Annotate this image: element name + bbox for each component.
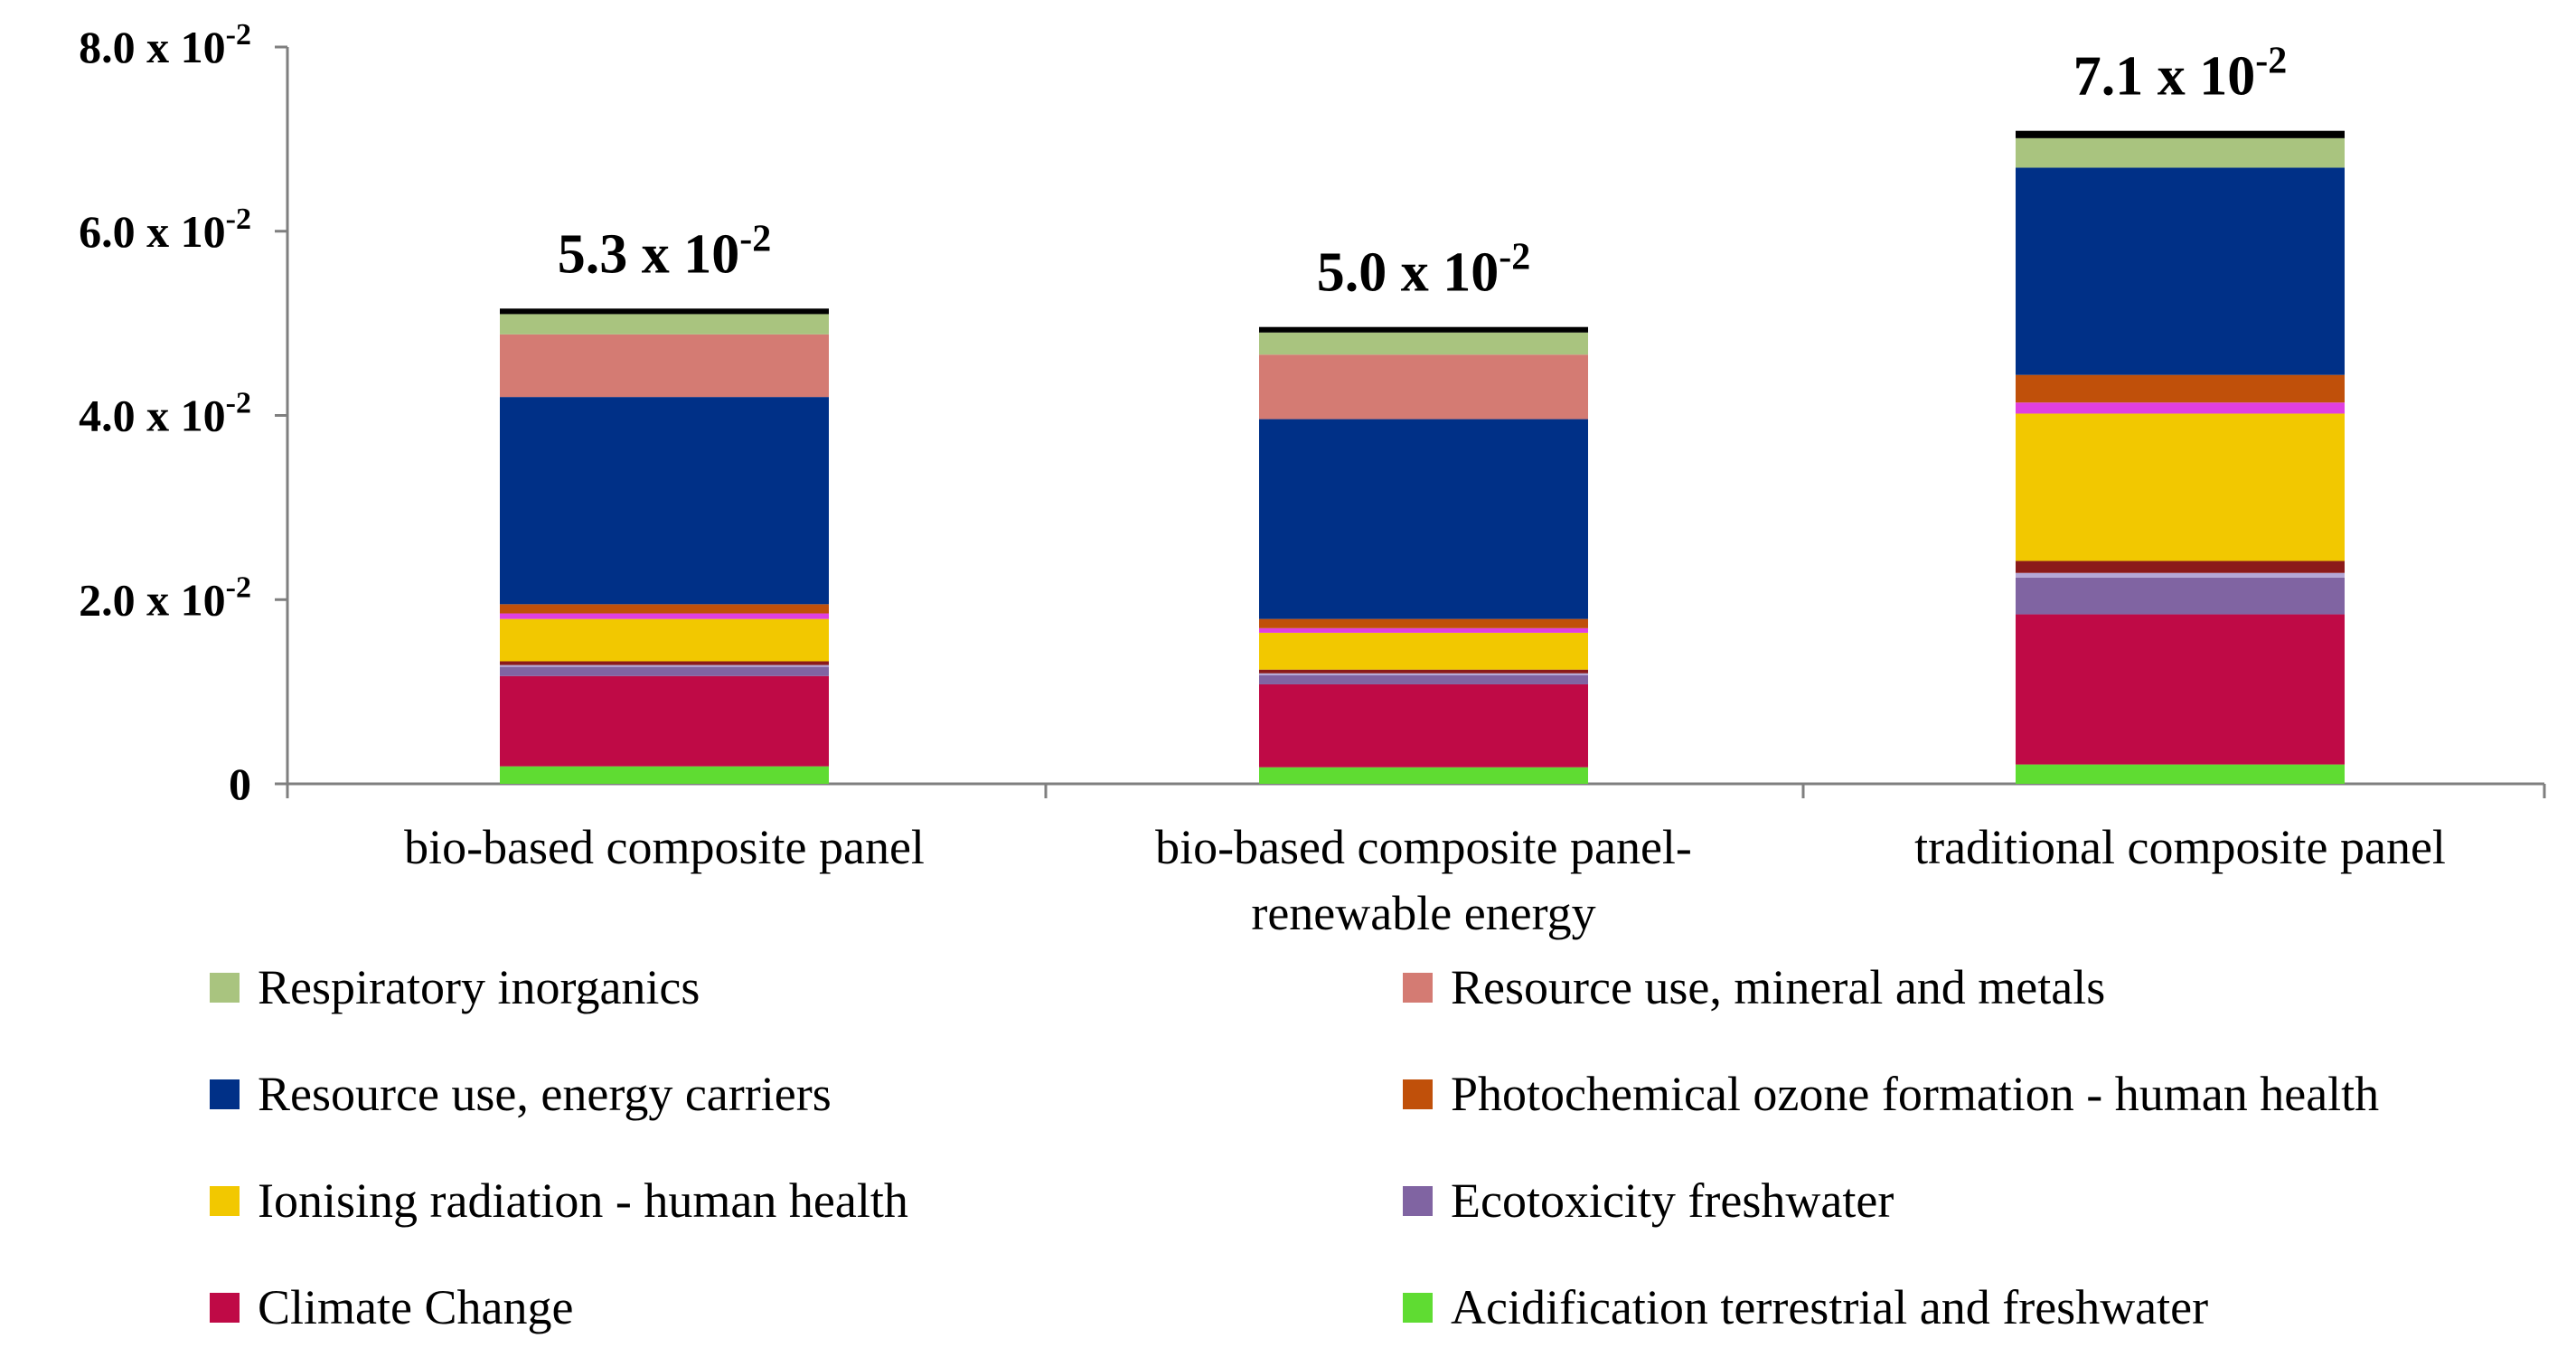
bar-segment: [1259, 674, 1588, 684]
bar-total-label: 7.1 x 10-2: [2073, 41, 2288, 108]
bar-segment: [2016, 413, 2345, 561]
legend-label: Ecotoxicity freshwater: [1451, 1173, 1894, 1228]
bar-segment: [1259, 683, 1588, 768]
bar-segment: [500, 604, 829, 614]
legend-label: Acidification terrestrial and freshwater: [1451, 1280, 2209, 1334]
legend: Respiratory inorganics Resource use, mine…: [210, 960, 2560, 1340]
bar-segment: [2016, 764, 2345, 784]
bar-segment: [2016, 577, 2345, 615]
y-tick-label: 0: [229, 759, 251, 809]
bar-segment: [500, 664, 829, 667]
legend-label: Resource use, energy carriers: [258, 1067, 832, 1121]
bar-segment: [2016, 402, 2345, 414]
legend-swatch: [1403, 1185, 1433, 1216]
legend-label: Respiratory inorganics: [258, 960, 700, 1014]
bar-segment: [500, 613, 829, 619]
x-category-label: renewable energy: [1251, 886, 1595, 940]
legend-label: Ionising radiation - human health: [258, 1173, 908, 1228]
bar-segment: [1259, 627, 1588, 633]
bar-segment: [500, 397, 829, 605]
legend-item: Resource use, energy carriers: [210, 1067, 832, 1121]
bar-segment: [2016, 167, 2345, 375]
y-tick-label: 2.0 x 10-2: [79, 570, 251, 625]
legend-item: Photochemical ozone formation - human he…: [1403, 1067, 2379, 1121]
bars: [500, 130, 2345, 784]
labels: 5.3 x 10-2 bio-based composite panel 5.0 x…: [404, 41, 2446, 940]
bar-total-label: 5.0 x 10-2: [1317, 237, 1531, 304]
bar-segment: [1259, 419, 1588, 619]
bar-segment: [1259, 332, 1588, 355]
bar-segment: [500, 618, 829, 662]
bar-segment: [500, 766, 829, 784]
bar-segment: [500, 314, 829, 335]
y-tick-label: 4.0 x 10-2: [79, 387, 251, 441]
x-category-label: traditional composite panel: [1914, 820, 2446, 874]
legend-item: Acidification terrestrial and freshwater: [1403, 1280, 2208, 1334]
legend-label: Climate Change: [258, 1280, 574, 1334]
bar-segment: [1259, 673, 1588, 675]
bar-segment: [2016, 374, 2345, 403]
legend-item: Climate Change: [210, 1280, 573, 1334]
x-category-label: bio-based composite panel: [404, 820, 925, 874]
legend-item: Ecotoxicity freshwater: [1403, 1173, 1894, 1228]
bar-segment: [500, 661, 829, 665]
bar-segment: [2016, 614, 2345, 765]
bar-segment: [500, 308, 829, 315]
legend-swatch: [210, 972, 240, 1003]
bar-segment: [1259, 767, 1588, 784]
legend-item: Ionising radiation - human health: [210, 1173, 908, 1228]
bar-total-label: 5.3 x 10-2: [558, 218, 772, 285]
legend-item: Respiratory inorganics: [210, 960, 700, 1014]
bar-segment: [500, 334, 829, 398]
bar-segment: [2016, 137, 2345, 168]
bar-segment: [1259, 632, 1588, 670]
bar-segment: [1259, 354, 1588, 419]
bar-segment: [1259, 669, 1588, 674]
bar-segment: [500, 675, 829, 767]
legend-swatch: [210, 1292, 240, 1323]
bar-segment: [1259, 618, 1588, 628]
legend-label: Resource use, mineral and metals: [1451, 960, 2106, 1014]
legend-label: Photochemical ozone formation - human he…: [1451, 1067, 2380, 1121]
legend-swatch: [1403, 1079, 1433, 1109]
bar-segment: [2016, 130, 2345, 138]
bar-segment: [500, 666, 829, 676]
legend-item: Resource use, mineral and metals: [1403, 960, 2105, 1014]
bar-segment: [2016, 572, 2345, 578]
legend-swatch: [210, 1185, 240, 1216]
y-tick-label: 6.0 x 10-2: [79, 203, 251, 257]
legend-swatch: [1403, 972, 1433, 1003]
bar-segment: [1259, 326, 1588, 333]
legend-swatch: [210, 1079, 240, 1109]
bar-segment: [2016, 561, 2345, 573]
legend-swatch: [1403, 1292, 1433, 1323]
x-category-label: bio-based composite panel-: [1155, 820, 1692, 874]
y-tick-label: 8.0 x 10-2: [79, 18, 251, 72]
